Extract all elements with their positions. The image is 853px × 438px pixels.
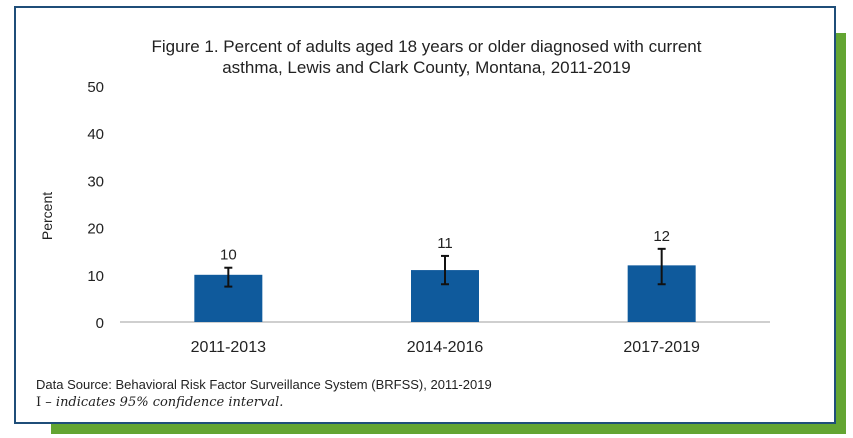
x-tick-label: 2017-2019 <box>623 339 700 356</box>
x-tick-label: 2014-2016 <box>407 339 484 356</box>
x-tick-label: 2011-2013 <box>191 339 266 356</box>
data-label: 11 <box>437 235 453 252</box>
ci-text: indicates 95% confidence interval. <box>55 395 284 410</box>
confidence-interval-note: I – indicates 95% confidence interval. <box>36 394 283 411</box>
ci-dash: – <box>41 395 56 410</box>
chart-title-line-2: asthma, Lewis and Clark County, Montana,… <box>222 58 631 77</box>
y-tick-label: 20 <box>87 221 104 238</box>
y-tick-label: 40 <box>87 126 104 143</box>
data-label: 10 <box>220 247 237 264</box>
ci-symbol: I <box>36 395 42 410</box>
data-label: 12 <box>653 228 670 245</box>
y-tick-label: 30 <box>87 173 104 190</box>
figure-frame <box>14 6 836 424</box>
y-tick-label: 0 <box>96 315 104 332</box>
chart-title-line-1: Figure 1. Percent of adults aged 18 year… <box>151 37 702 56</box>
y-tick-label: 10 <box>87 268 104 285</box>
chart-title: Figure 1. Percent of adults aged 18 year… <box>0 36 853 78</box>
y-tick-label: 50 <box>87 79 104 96</box>
y-axis-label: Percent <box>39 192 55 240</box>
data-source-note: Data Source: Behavioral Risk Factor Surv… <box>36 377 492 392</box>
